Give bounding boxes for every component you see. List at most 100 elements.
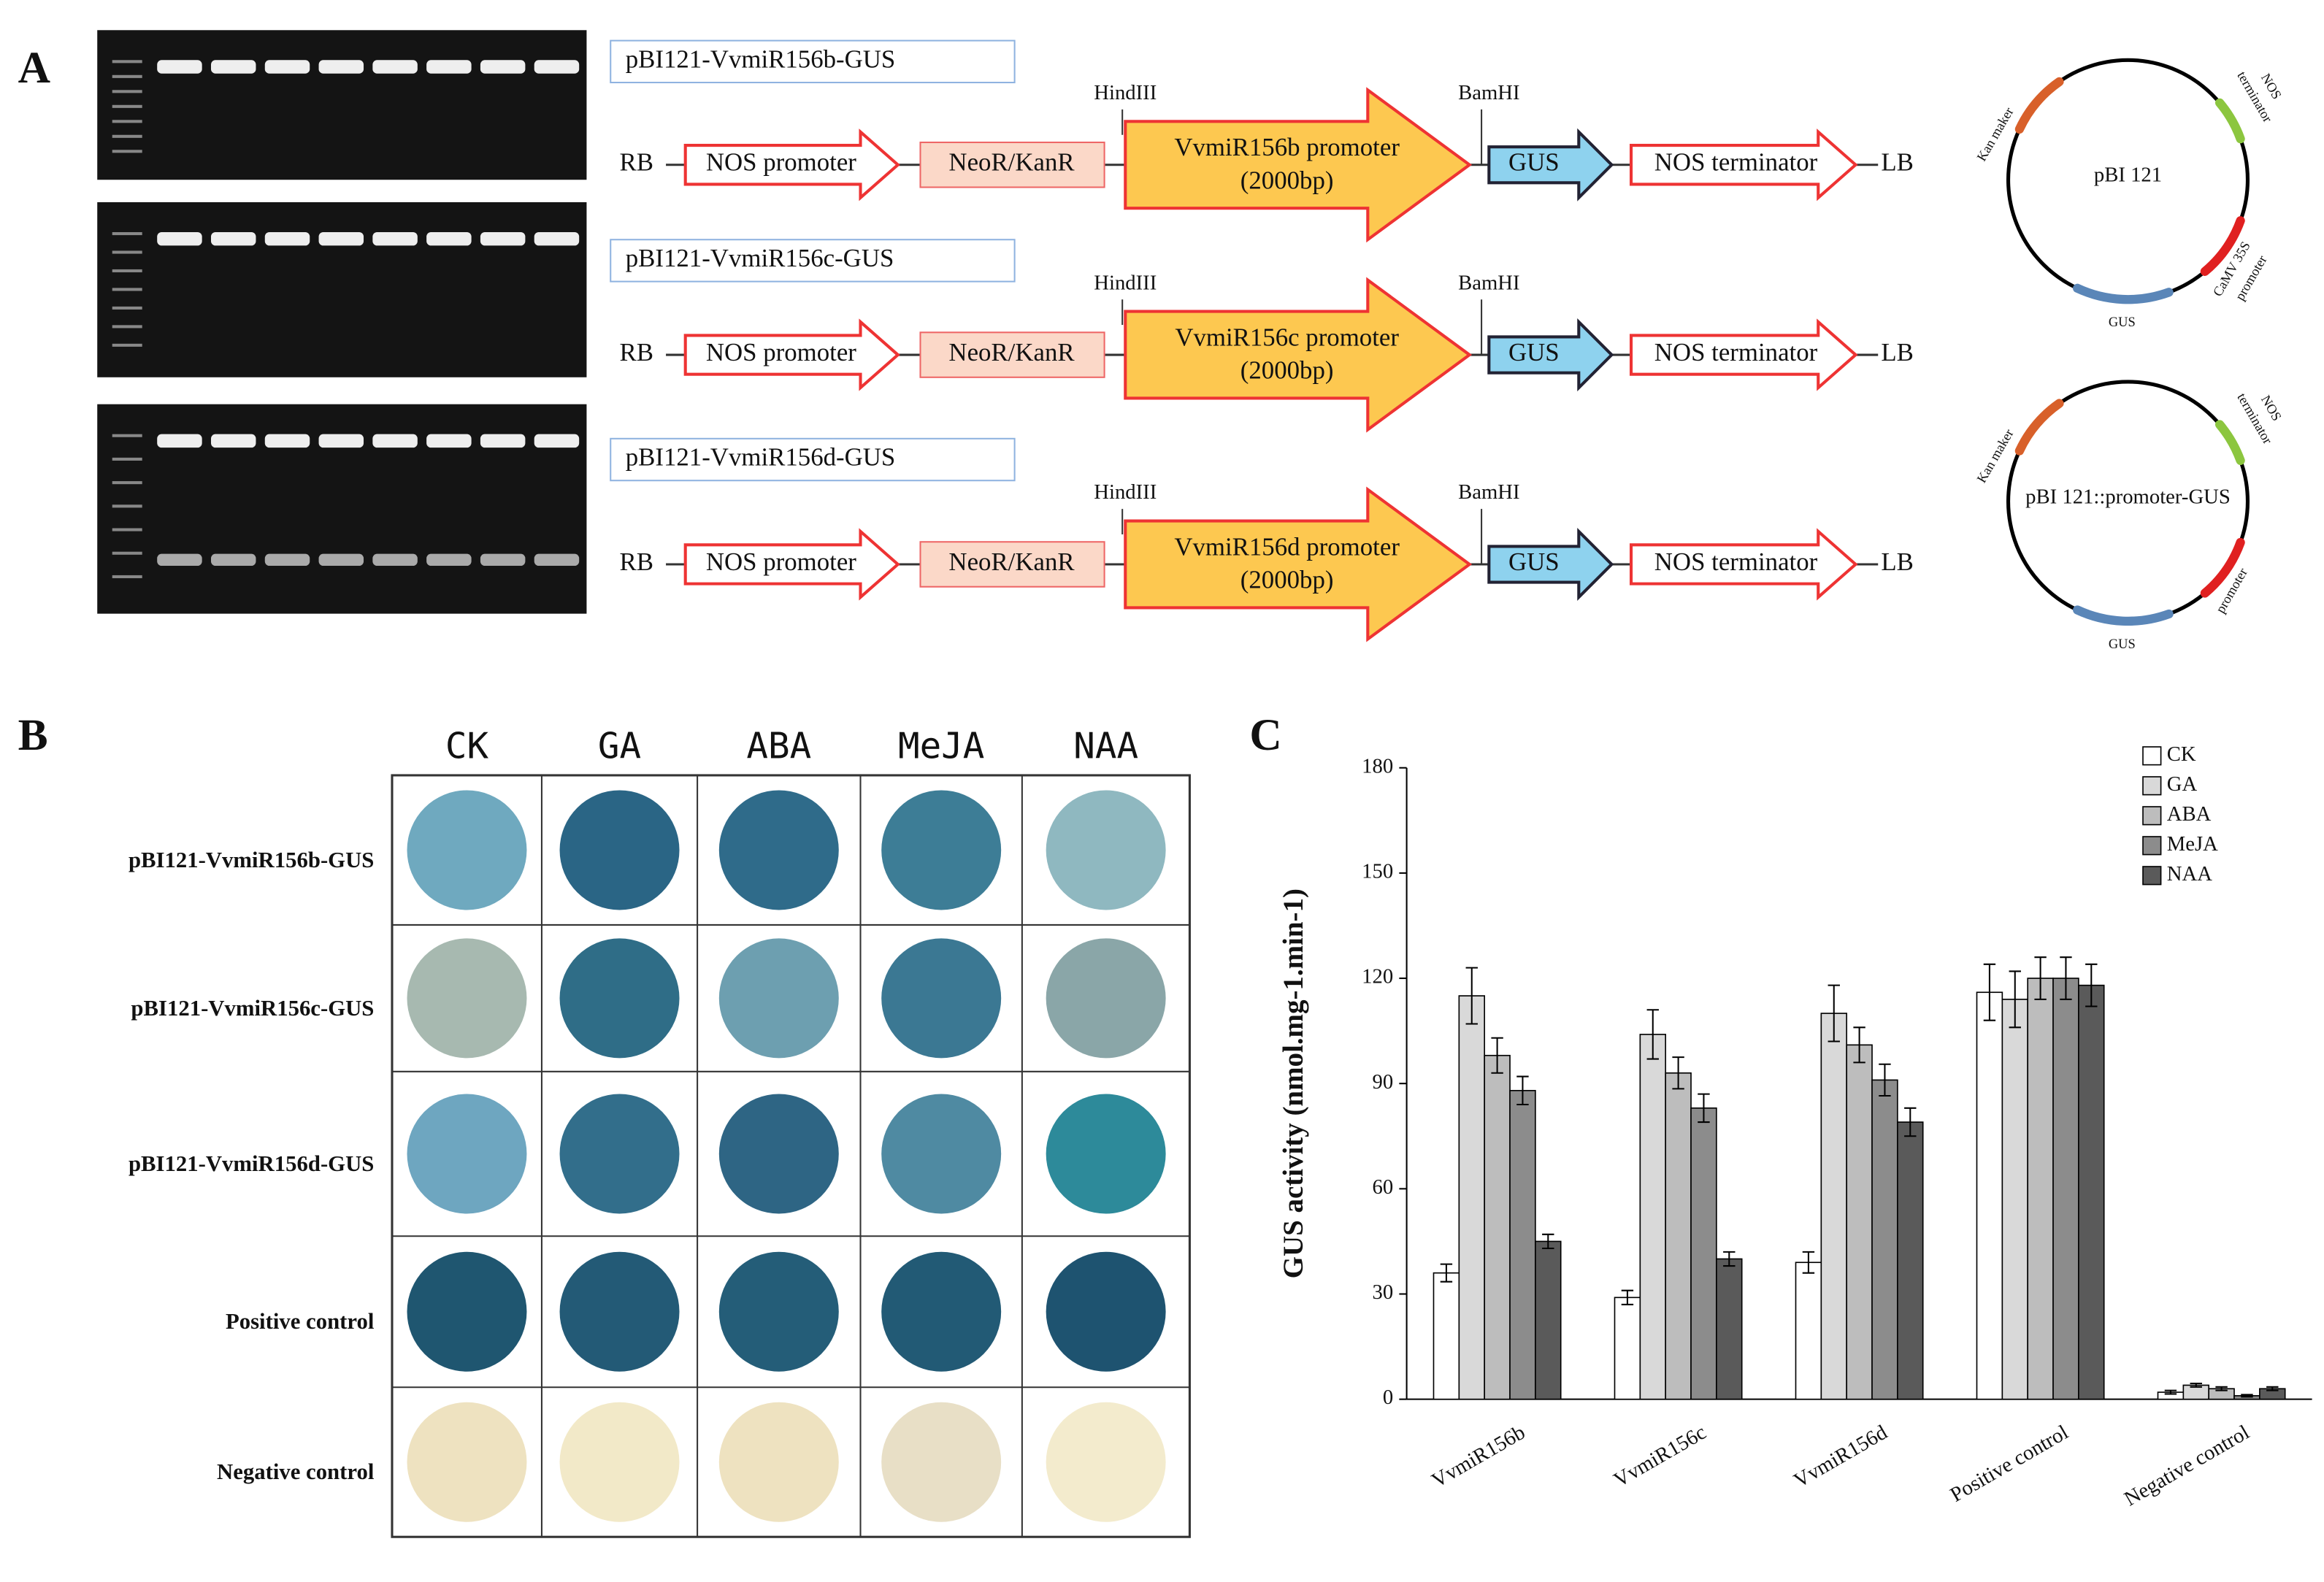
error-bar [1828,984,1840,1042]
part-label: NeoR/KanR [948,148,1075,177]
error-bar [1879,1063,1891,1097]
error-bar [2009,970,2021,1029]
band [210,60,256,74]
bar [1846,1044,1873,1400]
error-bar [1516,1075,1529,1106]
ladder-band [112,120,142,123]
leaf-disc [1046,1402,1166,1522]
bar [1509,1089,1536,1400]
leaf-disc [1046,790,1166,910]
ladder-band [112,343,142,347]
error-bar [2215,1386,2228,1391]
error-bar [1542,1233,1554,1250]
legend-swatch [2142,836,2162,856]
promoter-arrow [1124,277,1473,433]
ladder-band [112,325,142,329]
neor [919,541,1105,588]
band [264,231,310,246]
leaf-disc [881,1402,1002,1522]
legend-swatch [2142,776,2162,796]
plasmid-label: GUS [2109,315,2136,329]
ladder-band [112,134,142,138]
plasmid-label: GUS [2109,637,2136,651]
band [372,553,418,567]
part-label: (2000bp) [1240,566,1334,594]
ladder-band [112,504,142,508]
part-label: GUS [1508,148,1560,177]
neor [919,331,1105,378]
band [264,434,310,448]
terminator [1629,318,1858,391]
legend-swatch [2142,866,2162,886]
ladder-band [112,288,142,291]
error-bar [1440,1263,1453,1283]
column-header: ABA [746,725,811,767]
error-bar [1491,1037,1503,1074]
gel [97,201,587,377]
bar [2052,978,2079,1400]
bar [1976,991,2003,1400]
nos-promoter [683,528,900,601]
x-tick-label: VvmiR156c [1610,1421,1710,1492]
band [426,231,472,246]
bar [1535,1240,1562,1400]
plasmid-name: pBI 121::promoter-GUS [2025,485,2231,508]
leaf-disc [559,1094,680,1214]
band [318,553,364,567]
band [157,231,202,246]
x-tick-label: Negative control [2120,1421,2253,1511]
leaf-disc [1046,1251,1166,1372]
y-tick-label: 0 [1383,1386,1393,1409]
ladder-band [112,528,142,531]
legend-label: CK [2167,742,2196,766]
band [426,553,472,567]
site-label: BamHI [1458,271,1519,294]
part-label: GUS [1508,338,1560,366]
y-tick-label: 60 [1372,1175,1393,1199]
terminator [1629,128,1858,201]
leaf-disc [718,938,839,1059]
band [534,553,580,567]
error-bar [2085,963,2098,1007]
ladder-band [112,250,142,254]
construct-title: pBI121-VvmiR156d-GUS [626,443,896,472]
leaf-disc [559,1251,680,1372]
y-axis-label: GUS activity (nmol.mg-1.min-1) [1278,888,1309,1278]
error-bar [1904,1107,1917,1137]
part-label: NOS terminator [1654,548,1818,576]
nos-promoter [683,318,900,391]
ladder-band [112,90,142,93]
ladder-band [112,575,142,579]
error-bar [1621,1289,1634,1305]
leaf-disc [407,1402,527,1522]
band [372,434,418,448]
panel-label: B [18,710,48,760]
plasmid-name: pBI 121 [2094,164,2162,187]
bar [1795,1262,1822,1400]
leaf-disc [407,790,527,910]
bar [2027,978,2054,1400]
part-label: NOS promoter [706,338,856,366]
error-bar [1723,1251,1736,1267]
band [534,231,580,246]
construct-title: pBI121-VvmiR156b-GUS [626,45,896,73]
plasmid-feature [2214,420,2245,465]
gus-arrow [1487,318,1614,392]
error-bar [1646,1009,1659,1060]
plasmid-feature [2214,98,2245,144]
leaf-disc [407,1251,527,1372]
plasmid-feature [2073,605,2174,626]
panel-label: C [1249,710,1281,760]
leaf-disc [881,938,1002,1059]
leaf-disc [1046,938,1166,1059]
promoter-arrow [1124,87,1473,243]
part-label: VvmiR156b promoter [1174,133,1400,161]
nos-promoter [683,128,900,201]
part-label: NOS terminator [1654,148,1818,177]
band [480,60,526,74]
leaf-disc [881,790,1002,910]
bar [2001,999,2029,1400]
part-label: NOS promoter [706,548,856,576]
plasmid-feature [2200,216,2245,277]
x-tick-label: VvmiR156d [1790,1421,1891,1493]
